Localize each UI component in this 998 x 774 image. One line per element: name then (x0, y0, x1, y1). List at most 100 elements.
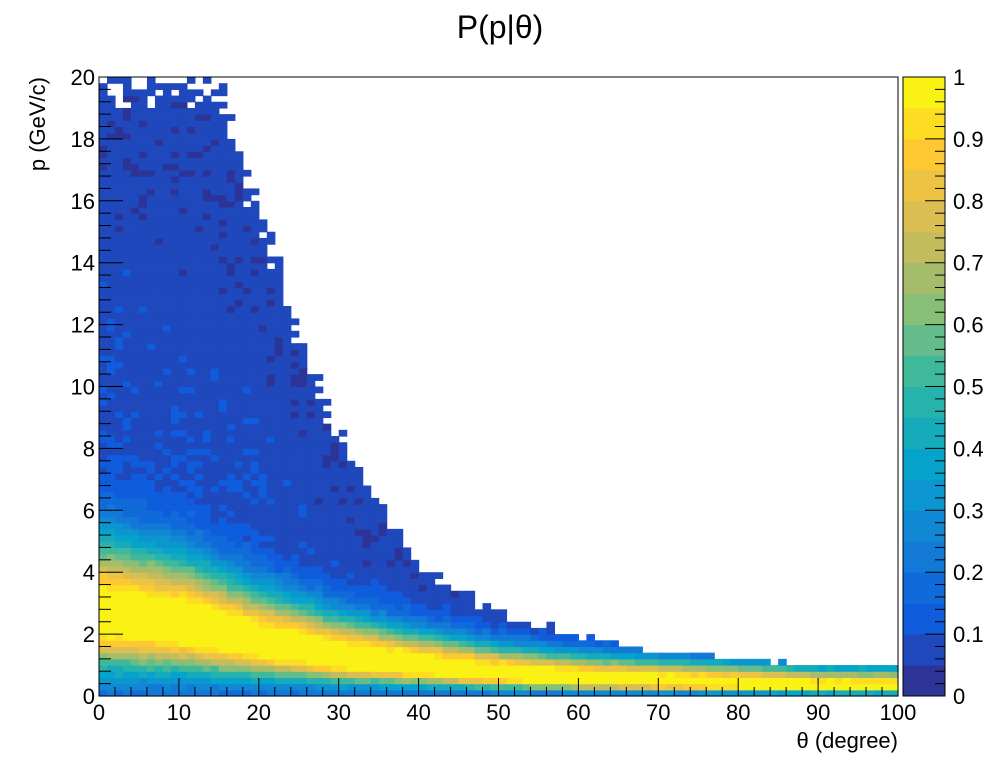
heatmap-cell (178, 349, 188, 357)
heatmap-cell (130, 491, 140, 499)
heatmap-cell (202, 541, 212, 549)
heatmap-cell (650, 677, 659, 685)
heatmap-cell (154, 652, 164, 660)
heatmap-cell (226, 268, 236, 276)
heatmap-cell (170, 107, 180, 115)
heatmap-cell (322, 504, 332, 511)
heatmap-cell (266, 683, 276, 691)
heatmap-cell (586, 665, 595, 672)
heatmap-cell (218, 374, 228, 381)
heatmap-cell (242, 547, 252, 555)
heatmap-cell (282, 491, 292, 499)
heatmap-cell (99, 448, 108, 456)
heatmap-cell (314, 621, 324, 629)
heatmap-cell (186, 473, 196, 480)
heatmap-cell (186, 206, 196, 214)
heatmap-cell (154, 219, 164, 227)
heatmap-cell (330, 677, 340, 685)
heatmap-cell (298, 355, 308, 363)
heatmap-cell (178, 683, 188, 691)
heatmap-cell (226, 528, 236, 536)
heatmap-cell (378, 553, 388, 561)
heatmap-cell (354, 596, 364, 604)
heatmap-cell (370, 609, 380, 617)
heatmap-cell (570, 634, 579, 641)
heatmap-cell (210, 163, 220, 171)
heatmap-cell (250, 491, 260, 499)
heatmap-cell (202, 343, 212, 350)
heatmap-cell (210, 219, 220, 227)
heatmap-cell (218, 417, 228, 425)
heatmap-cell (386, 621, 396, 629)
heatmap-cell (154, 528, 164, 536)
heatmap-cell (290, 665, 300, 672)
heatmap-cell (99, 429, 108, 437)
heatmap-cell (234, 194, 244, 202)
heatmap-cell (274, 355, 284, 363)
heatmap-cell (322, 683, 332, 691)
heatmap-cell (122, 306, 132, 313)
heatmap-cell (578, 652, 587, 660)
heatmap-cell (242, 188, 252, 196)
heatmap-cell (194, 510, 204, 518)
heatmap-cell (458, 640, 468, 648)
heatmap-cell (618, 646, 627, 654)
heatmap-cell (170, 176, 180, 183)
heatmap-cell (186, 652, 196, 660)
heatmap-cell (218, 671, 228, 679)
heatmap-cell (890, 689, 899, 697)
heatmap-cell (106, 225, 116, 233)
heatmap-cell (146, 634, 156, 641)
heatmap-cell (690, 689, 699, 697)
heatmap-cell (170, 405, 180, 412)
heatmap-cell (234, 182, 244, 190)
heatmap-cell (114, 256, 124, 264)
heatmap-cell (298, 485, 308, 493)
heatmap-cell (778, 671, 787, 679)
heatmap-cell (250, 392, 260, 400)
heatmap-cell (106, 349, 116, 357)
heatmap-cell (250, 497, 260, 505)
heatmap-cell (202, 237, 212, 245)
heatmap-cell (162, 132, 172, 140)
heatmap-cell (186, 349, 196, 357)
heatmap-cell (418, 665, 428, 672)
heatmap-cell (250, 547, 260, 555)
heatmap-cell (250, 436, 260, 443)
heatmap-cell (234, 336, 244, 344)
heatmap-cell (506, 665, 516, 672)
heatmap-cell (346, 615, 356, 623)
heatmap-cell (99, 510, 108, 518)
heatmap-cell (306, 516, 316, 524)
heatmap-cell (130, 596, 140, 604)
heatmap-cell (186, 374, 196, 381)
heatmap-cell (322, 671, 332, 679)
heatmap-cell (266, 541, 276, 549)
heatmap-cell (314, 522, 324, 530)
heatmap-cell (194, 528, 204, 536)
heatmap-cell (210, 151, 220, 159)
heatmap-cell (154, 343, 164, 350)
heatmap-cell (202, 596, 212, 604)
heatmap-cell (99, 336, 108, 344)
heatmap-cell (202, 516, 212, 524)
heatmap-cell (762, 677, 771, 685)
heatmap-cell (130, 367, 140, 375)
heatmap-cell (434, 646, 444, 654)
heatmap-cell (114, 485, 124, 493)
heatmap-cell (274, 671, 284, 679)
heatmap-cell (402, 596, 412, 604)
heatmap-cell (538, 646, 548, 654)
heatmap-cell (458, 603, 468, 610)
heatmap-cell (458, 652, 468, 660)
heatmap-cell (370, 559, 380, 567)
heatmap-cell (106, 454, 116, 462)
colorbar-tick-label: 0.4 (953, 436, 984, 461)
heatmap-cell (202, 609, 212, 617)
heatmap-cell (226, 151, 236, 159)
heatmap-cell (194, 114, 204, 121)
heatmap-cell (346, 683, 356, 691)
heatmap-cell (402, 578, 412, 586)
heatmap-cell (130, 584, 140, 592)
heatmap-cell (218, 324, 228, 332)
